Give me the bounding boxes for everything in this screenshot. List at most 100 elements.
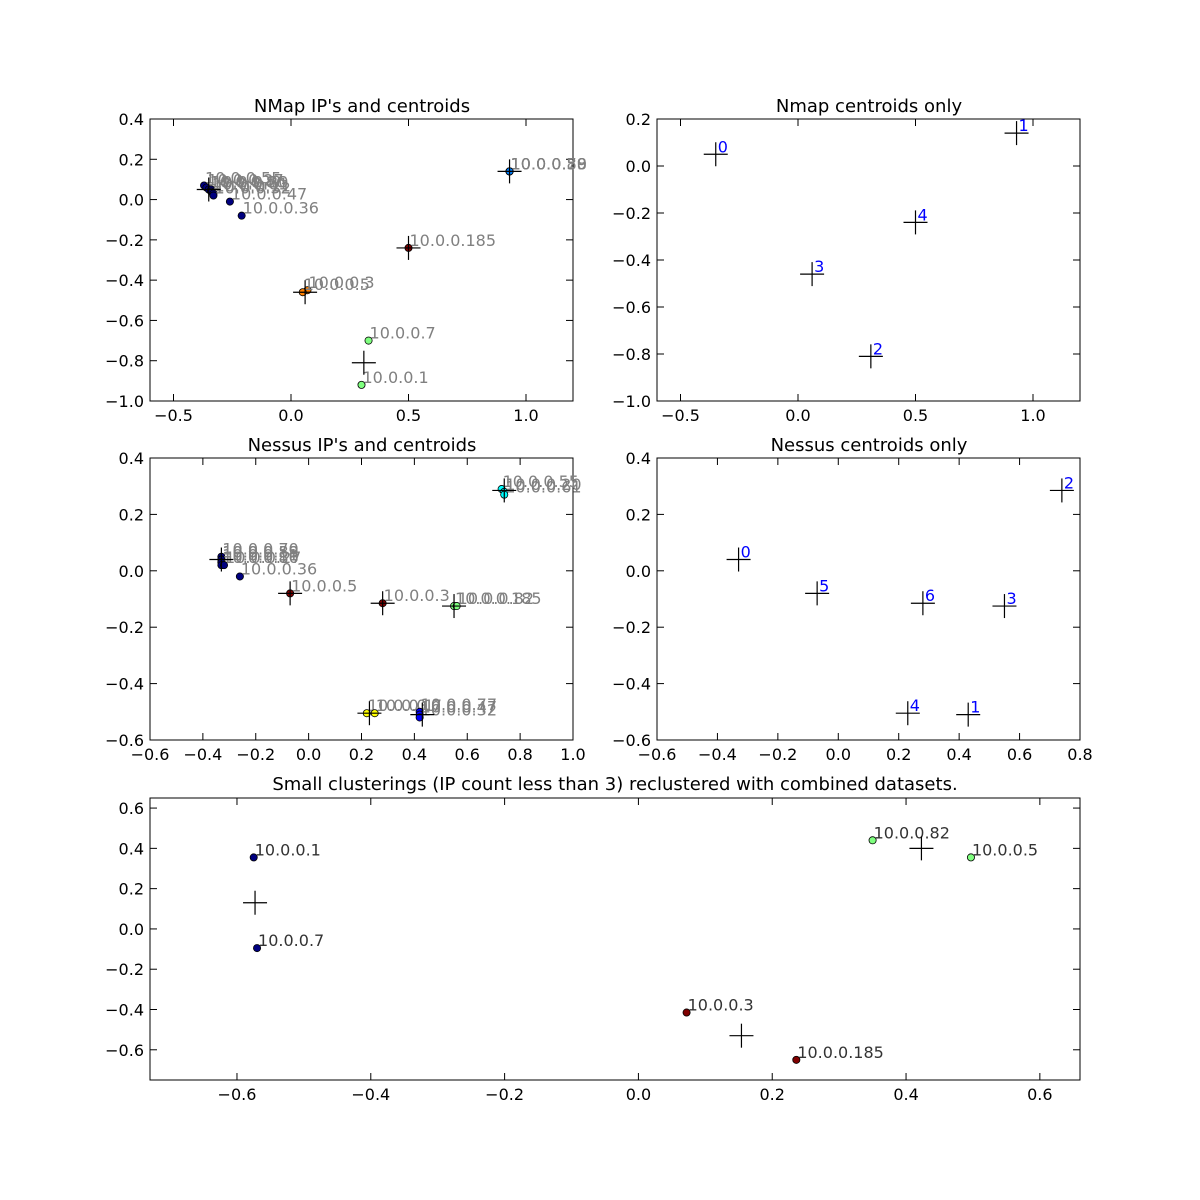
y-tick-label: 0.2: [119, 505, 144, 524]
centroid-marker: [726, 547, 751, 572]
y-tick-label: −0.6: [105, 311, 144, 330]
centroid-label: 3: [1006, 589, 1016, 608]
chart-title: NMap IP's and centroids: [254, 96, 470, 117]
data-point: [357, 380, 366, 389]
point-label: 10.0.0.20: [505, 475, 581, 494]
y-tick-label: 0.0: [119, 191, 144, 210]
point-label: 10.0.0.70: [222, 540, 298, 559]
centroid-label: 6: [925, 586, 935, 605]
y-tick-label: 0.0: [119, 920, 144, 939]
x-tick-label: 0.0: [278, 406, 303, 425]
y-tick-label: −0.8: [612, 345, 651, 364]
x-tick-label: 1.0: [1020, 406, 1045, 425]
centroid-marker: [351, 350, 376, 375]
point-label: 10.0.0.5: [972, 840, 1038, 859]
point-label: 10.0.0.7: [370, 324, 436, 343]
y-tick-label: 0.2: [626, 505, 651, 524]
x-tick-label: 0.5: [396, 406, 421, 425]
nmap-ips-and-centroids-chart: NMap IP's and centroids −0.5 0.0 0.5 1.0 −1.…: [105, 96, 587, 425]
chart-title: Nessus IP's and centroids: [248, 435, 477, 456]
centroid-marker: [357, 701, 382, 726]
y-tick-label: 0.2: [626, 110, 651, 129]
centroid-marker: [909, 836, 934, 861]
x-tick-label: −0.5: [154, 406, 193, 425]
data-point: [209, 191, 218, 200]
point-label: 10.0.0.36: [243, 199, 319, 218]
y-tick-label: −0.4: [612, 675, 651, 694]
point-label: 10.0.0.82: [458, 589, 534, 608]
data-point: [249, 853, 258, 862]
centroid-marker: [278, 581, 303, 606]
point-label: 10.0.0.59: [511, 154, 587, 173]
point-label: 10.0.0.1: [363, 368, 429, 387]
x-tick-label: 0.0: [296, 745, 321, 764]
y-tick-label: 0.0: [626, 157, 651, 176]
plot-frame: [149, 797, 1081, 1081]
chart-title: Nessus centroids only: [771, 435, 968, 456]
plot-frame: [149, 118, 574, 402]
plot-frame: [656, 457, 1081, 741]
centroid-marker: [1004, 121, 1029, 146]
x-tick-label: 0.6: [455, 745, 480, 764]
point-label: 10.0.0.32: [421, 700, 497, 719]
x-tick-label: −0.4: [698, 745, 737, 764]
point-label: 10.0.0.185: [455, 589, 542, 608]
centroid-marker: [410, 702, 435, 727]
x-tick-label: 1.0: [560, 745, 585, 764]
centroid-label: 1: [970, 698, 980, 717]
centroid-marker: [956, 702, 981, 727]
y-tick-label: −0.6: [612, 298, 651, 317]
y-tick-label: 0.0: [119, 562, 144, 581]
y-tick-label: −0.2: [612, 618, 651, 637]
centroid-label: 4: [918, 205, 928, 224]
point-label: 10.0.0.5: [291, 576, 357, 595]
centroid-marker: [243, 890, 268, 915]
centroid-label: 0: [718, 137, 728, 156]
point-label: 10.0.0.86: [210, 173, 286, 192]
point-label: 10.0.0.36: [241, 559, 317, 578]
point-label: 10.0.0.47: [421, 698, 497, 717]
y-tick-label: 0.4: [626, 449, 651, 468]
centroid-label: 2: [1064, 473, 1074, 492]
x-tick-label: 0.8: [1067, 745, 1092, 764]
y-tick-label: −0.4: [105, 675, 144, 694]
centroid-marker: [858, 344, 883, 369]
point-label: 10.0.0.3: [688, 996, 754, 1015]
centroid-marker: [396, 235, 421, 260]
point-label: 10.0.0.20: [212, 173, 288, 192]
data-point: [220, 561, 229, 570]
data-point: [235, 572, 244, 581]
centroid-label: 3: [814, 257, 824, 276]
y-tick-label: −1.0: [612, 392, 651, 411]
centroid-marker: [992, 594, 1017, 619]
y-tick-label: 0.6: [119, 799, 144, 818]
point-label: 10.0.0.27: [225, 548, 301, 567]
point-label: 10.0.0.70: [511, 154, 587, 173]
point-label: 10.0.0.5: [304, 275, 370, 294]
small-clusterings-reclustered-chart: Small clusterings (IP count less than 3)…: [105, 774, 1081, 1104]
centroid-marker: [497, 159, 522, 184]
x-tick-label: −0.5: [661, 406, 700, 425]
chart-title: Small clusterings (IP count less than 3)…: [272, 774, 957, 795]
y-tick-label: 0.0: [626, 562, 651, 581]
point-label: 10.0.0.86: [222, 548, 298, 567]
centroid-marker: [805, 581, 830, 606]
point-label: 10.0.0.185: [797, 1043, 884, 1062]
data-point: [225, 197, 234, 206]
centroid-marker: [895, 701, 920, 726]
point-label: 10.0.0.1: [255, 840, 321, 859]
point-label: 10.0.0.32: [214, 179, 290, 198]
y-tick-label: −0.4: [105, 271, 144, 290]
centroid-marker: [800, 262, 825, 287]
point-label: 10.0.0.59: [222, 543, 298, 562]
point-label: 10.0.0.77: [421, 695, 497, 714]
x-tick-label: 0.4: [402, 745, 427, 764]
x-tick-label: −0.6: [638, 745, 677, 764]
centroid-marker: [370, 591, 395, 616]
data-point: [868, 836, 877, 845]
y-tick-label: −0.4: [612, 251, 651, 270]
point-label: 10.0.0.47: [231, 185, 307, 204]
data-point: [682, 1008, 691, 1017]
y-tick-label: 0.4: [119, 449, 144, 468]
x-tick-label: 0.4: [946, 745, 971, 764]
